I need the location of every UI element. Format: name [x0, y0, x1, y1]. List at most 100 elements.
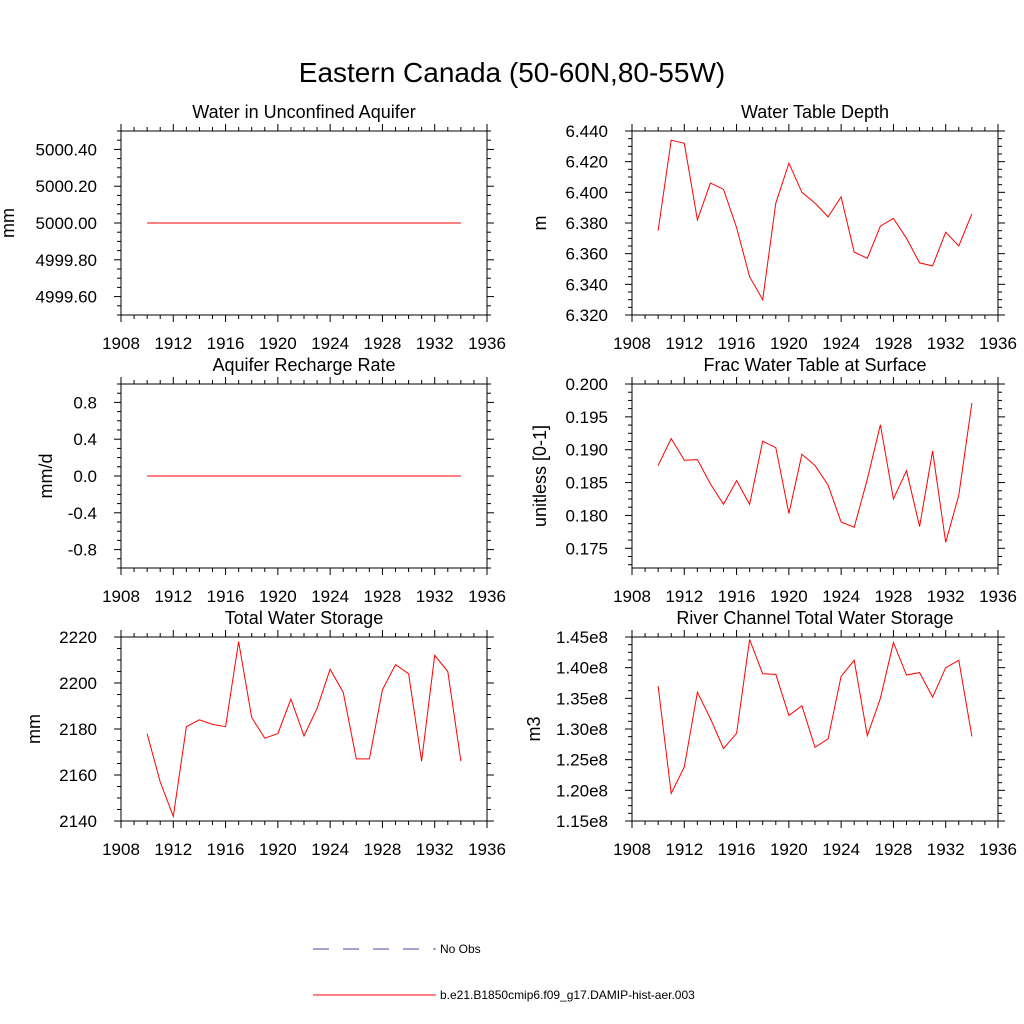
- x-tick-label: 1932: [927, 334, 965, 353]
- x-tick-label: 1908: [102, 587, 140, 606]
- plot-frame: [631, 383, 999, 569]
- chart-legend: No Obs b.e21.B1850cmip6.f09_g17.DAMIP-hi…: [313, 942, 695, 1002]
- x-tick-label: 1932: [927, 840, 965, 859]
- y-tick-label: 4999.60: [36, 288, 97, 307]
- y-axis-label: m: [530, 216, 550, 231]
- y-tick-label: 6.340: [565, 275, 608, 294]
- y-tick-label: 0.180: [565, 506, 608, 525]
- y-axis-label: unitless [0-1]: [530, 425, 550, 527]
- y-tick-label: 5000.20: [36, 177, 97, 196]
- y-tick-label: -0.8: [68, 541, 97, 560]
- y-tick-label: 6.360: [565, 245, 608, 264]
- x-tick-label: 1936: [979, 840, 1017, 859]
- y-tick-label: 0.175: [565, 539, 608, 558]
- x-tick-label: 1908: [102, 840, 140, 859]
- plot-frame: [631, 636, 999, 822]
- x-tick-label: 1936: [468, 334, 506, 353]
- x-tick-label: 1924: [311, 334, 349, 353]
- x-tick-label: 1936: [979, 587, 1017, 606]
- panel-title: Total Water Storage: [225, 608, 383, 628]
- y-tick-label: 6.320: [565, 306, 608, 325]
- y-tick-label: 1.35e8: [556, 689, 608, 708]
- y-axis-label: mm: [24, 714, 44, 744]
- panel-4: Frac Water Table at Surface unitless [0-1…: [530, 355, 1017, 606]
- x-tick-label: 1932: [927, 587, 965, 606]
- x-tick-label: 1908: [102, 334, 140, 353]
- y-tick-label: 6.440: [565, 122, 608, 141]
- y-tick-label: 2160: [59, 766, 97, 785]
- y-axis-label: m3: [524, 716, 544, 741]
- y-tick-label: 2180: [59, 720, 97, 739]
- legend-label-model: b.e21.B1850cmip6.f09_g17.DAMIP-hist-aer.…: [440, 988, 695, 1002]
- x-tick-label: 1920: [259, 840, 297, 859]
- x-tick-label: 1924: [822, 587, 860, 606]
- x-tick-label: 1932: [416, 840, 454, 859]
- series-line: [657, 139, 973, 302]
- x-tick-label: 1928: [364, 840, 402, 859]
- x-tick-label: 1928: [364, 587, 402, 606]
- x-tick-label: 1920: [770, 587, 808, 606]
- panel-title: Water in Unconfined Aquifer: [192, 102, 415, 122]
- panel-6: River Channel Total Water Storage m3 1908 1…: [524, 608, 1017, 859]
- x-tick-label: 1920: [259, 334, 297, 353]
- panel-3: Aquifer Recharge Rate mm/d 1908 1912 1916 192…: [36, 355, 506, 606]
- legend-label-no-obs: No Obs: [440, 942, 481, 956]
- x-tick-label: 1912: [154, 587, 192, 606]
- x-tick-label: 1920: [770, 334, 808, 353]
- x-tick-label: 1928: [875, 587, 913, 606]
- y-tick-label: 1.20e8: [556, 781, 608, 800]
- x-tick-label: 1916: [718, 587, 756, 606]
- x-tick-label: 1916: [207, 840, 245, 859]
- y-tick-label: 0.200: [565, 375, 608, 394]
- panel-title: Frac Water Table at Surface: [703, 355, 926, 375]
- y-tick-label: 2220: [59, 628, 97, 647]
- y-axis-label: mm/d: [36, 454, 56, 499]
- x-tick-label: 1924: [822, 334, 860, 353]
- x-tick-label: 1912: [154, 840, 192, 859]
- x-tick-label: 1908: [613, 587, 651, 606]
- y-tick-label: 0.4: [73, 430, 97, 449]
- x-tick-label: 1936: [979, 334, 1017, 353]
- y-tick-label: 5000.40: [36, 140, 97, 159]
- panel-1: Water in Unconfined Aquifer mm 1908 1912 191…: [0, 102, 506, 353]
- panel-title: Water Table Depth: [741, 102, 889, 122]
- y-tick-label: 0.8: [73, 393, 97, 412]
- x-tick-label: 1916: [207, 334, 245, 353]
- y-tick-label: -0.4: [68, 504, 97, 523]
- x-tick-label: 1928: [875, 334, 913, 353]
- series-line: [657, 403, 973, 543]
- y-tick-label: 6.420: [565, 153, 608, 172]
- x-tick-label: 1912: [665, 587, 703, 606]
- y-tick-label: 1.30e8: [556, 720, 608, 739]
- x-tick-label: 1924: [822, 840, 860, 859]
- x-tick-label: 1916: [207, 587, 245, 606]
- panel-2: Water Table Depth m 1908 1912 1916 1920 1924 19…: [530, 102, 1017, 353]
- series-line: [657, 639, 973, 796]
- y-tick-label: 5000.00: [36, 214, 97, 233]
- y-tick-label: 6.380: [565, 214, 608, 233]
- x-tick-label: 1920: [259, 587, 297, 606]
- y-tick-label: 2200: [59, 674, 97, 693]
- y-tick-label: 1.45e8: [556, 628, 608, 647]
- y-tick-label: 1.25e8: [556, 751, 608, 770]
- x-tick-label: 1924: [311, 840, 349, 859]
- panel-title: Aquifer Recharge Rate: [212, 355, 395, 375]
- y-tick-label: 0.195: [565, 408, 608, 427]
- series-line: [146, 641, 462, 819]
- x-tick-label: 1936: [468, 587, 506, 606]
- x-tick-label: 1928: [875, 840, 913, 859]
- x-tick-label: 1908: [613, 840, 651, 859]
- x-tick-label: 1932: [416, 334, 454, 353]
- y-axis-label: mm: [0, 208, 18, 238]
- y-tick-label: 0.0: [73, 467, 97, 486]
- y-tick-label: 4999.80: [36, 251, 97, 270]
- y-tick-label: 6.400: [565, 183, 608, 202]
- x-tick-label: 1916: [718, 334, 756, 353]
- y-tick-label: 2140: [59, 812, 97, 831]
- x-tick-label: 1912: [665, 334, 703, 353]
- x-tick-label: 1920: [770, 840, 808, 859]
- x-tick-label: 1928: [364, 334, 402, 353]
- x-tick-label: 1912: [665, 840, 703, 859]
- y-tick-label: 0.185: [565, 474, 608, 493]
